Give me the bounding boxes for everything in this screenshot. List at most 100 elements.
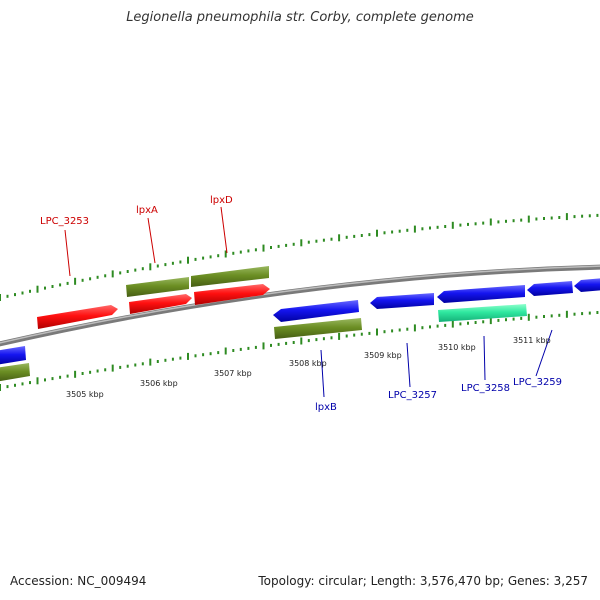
forward-track-tick bbox=[232, 251, 235, 255]
reverse-track-tick bbox=[29, 381, 31, 385]
forward-track-tick bbox=[451, 221, 454, 229]
reverse-track-tick bbox=[398, 328, 401, 332]
forward-track-tick bbox=[66, 281, 69, 285]
reverse-track-tick bbox=[149, 358, 152, 366]
feature-olive-3 bbox=[0, 363, 30, 382]
reverse-track-tick bbox=[489, 317, 492, 325]
reverse-track-tick bbox=[209, 352, 212, 356]
forward-track-tick bbox=[368, 233, 371, 237]
gene-label-lpxd[interactable]: lpxD bbox=[210, 195, 233, 206]
forward-track-tick bbox=[119, 271, 122, 275]
forward-track-tick bbox=[51, 285, 54, 288]
forward-track-tick bbox=[398, 229, 401, 233]
gene-label-lpc3253[interactable]: LPC_3253 bbox=[40, 216, 89, 227]
reverse-track-tick bbox=[300, 337, 303, 345]
feature-olive-2 bbox=[191, 266, 269, 287]
reverse-track-tick bbox=[550, 314, 553, 318]
forward-track-tick bbox=[588, 214, 591, 218]
gene-arrow-right-edge[interactable] bbox=[574, 278, 600, 292]
reverse-track-tick bbox=[505, 318, 507, 322]
forward-track-tick bbox=[44, 286, 46, 290]
gene-arrow-lpc3253[interactable] bbox=[37, 305, 118, 329]
forward-track-tick bbox=[565, 213, 568, 221]
forward-track-tick bbox=[202, 256, 205, 260]
forward-track-tick bbox=[89, 277, 92, 281]
forward-track-tick bbox=[535, 217, 538, 221]
forward-track-tick bbox=[21, 291, 24, 295]
reverse-track-tick bbox=[126, 364, 129, 368]
forward-track-tick bbox=[315, 239, 318, 243]
gene-arrow-lpc3259[interactable] bbox=[527, 281, 573, 296]
forward-track-tick bbox=[421, 227, 424, 231]
accession-text: Accession: NC_009494 bbox=[10, 574, 147, 588]
gene-arrow-lpxa[interactable] bbox=[129, 294, 192, 314]
gene-arrow-lpc3258[interactable] bbox=[437, 285, 525, 303]
reverse-track-tick bbox=[330, 336, 333, 340]
forward-track-tick bbox=[376, 229, 378, 237]
reverse-track-tick bbox=[383, 330, 386, 334]
forward-track-tick bbox=[104, 274, 107, 278]
reverse-track-tick bbox=[497, 318, 500, 322]
reverse-track-tick bbox=[307, 339, 310, 343]
forward-track-tick bbox=[543, 217, 545, 220]
forward-track-tick bbox=[187, 256, 189, 264]
reverse-track-tick bbox=[66, 374, 69, 378]
reverse-track-tick bbox=[51, 377, 54, 381]
gene-arrow-lpxb[interactable] bbox=[273, 300, 359, 322]
forward-track-tick bbox=[29, 289, 31, 293]
gene-label-lpc3259[interactable]: LPC_3259 bbox=[513, 377, 562, 388]
forward-track-tick bbox=[179, 260, 182, 264]
ruler-label-3508: 3508 kbp bbox=[289, 359, 327, 368]
reverse-track-tick bbox=[292, 341, 295, 344]
reverse-track-tick bbox=[96, 369, 99, 373]
forward-track-tick bbox=[300, 239, 303, 247]
forward-tick-track bbox=[0, 213, 599, 301]
gene-arrow-left-edge[interactable] bbox=[0, 346, 26, 365]
forward-track-tick bbox=[596, 213, 599, 217]
reverse-track-tick bbox=[111, 364, 114, 372]
leader-lpc3253 bbox=[64, 229, 71, 277]
reverse-track-tick bbox=[535, 315, 538, 319]
feature-olive-1 bbox=[126, 277, 189, 297]
reverse-track-tick bbox=[134, 363, 137, 367]
forward-track-tick bbox=[164, 263, 167, 267]
gene-label-lpxa[interactable]: lpxA bbox=[136, 205, 158, 216]
reverse-track-tick bbox=[360, 332, 363, 336]
forward-track-tick bbox=[111, 270, 114, 278]
reverse-track-tick bbox=[89, 370, 92, 374]
leader-lpc3257 bbox=[406, 342, 411, 388]
gene-arrow-lpxd[interactable] bbox=[194, 284, 270, 305]
reverse-track-tick bbox=[156, 360, 159, 363]
reverse-track-tick bbox=[247, 346, 250, 350]
gene-label-lpxb[interactable]: lpxB bbox=[315, 402, 337, 413]
forward-track-tick bbox=[482, 221, 485, 225]
reverse-track-tick bbox=[421, 326, 424, 330]
forward-track-tick bbox=[270, 246, 272, 249]
genome-stats-text: Topology: circular; Length: 3,576,470 bp… bbox=[258, 574, 588, 588]
reverse-track-tick bbox=[119, 365, 122, 369]
reverse-track-tick bbox=[164, 358, 167, 362]
forward-track-tick bbox=[459, 223, 462, 227]
gene-arrow-lpc3257[interactable] bbox=[370, 293, 434, 309]
forward-track-tick bbox=[262, 244, 265, 252]
leader-lpc3258 bbox=[483, 335, 486, 381]
forward-track-tick bbox=[254, 248, 257, 252]
gene-label-lpc3257[interactable]: LPC_3257 bbox=[388, 390, 437, 401]
forward-track-tick bbox=[581, 214, 584, 218]
gene-label-lpc3258[interactable]: LPC_3258 bbox=[461, 383, 510, 394]
forward-track-tick bbox=[353, 234, 356, 238]
reverse-track-tick bbox=[573, 312, 576, 316]
forward-track-tick bbox=[345, 235, 348, 239]
reverse-tick-track bbox=[0, 310, 599, 391]
reverse-track-tick bbox=[459, 322, 462, 326]
reverse-track-tick bbox=[543, 315, 545, 318]
forward-track-tick bbox=[217, 254, 220, 258]
forward-track-tick bbox=[74, 277, 77, 285]
reverse-track-tick bbox=[353, 333, 356, 337]
forward-track-tick bbox=[512, 219, 515, 223]
forward-track-tick bbox=[149, 263, 152, 271]
forward-track-tick bbox=[444, 225, 447, 228]
reverse-track-tick bbox=[345, 334, 348, 338]
reverse-track-tick bbox=[239, 347, 242, 351]
reverse-track-tick bbox=[322, 337, 325, 341]
